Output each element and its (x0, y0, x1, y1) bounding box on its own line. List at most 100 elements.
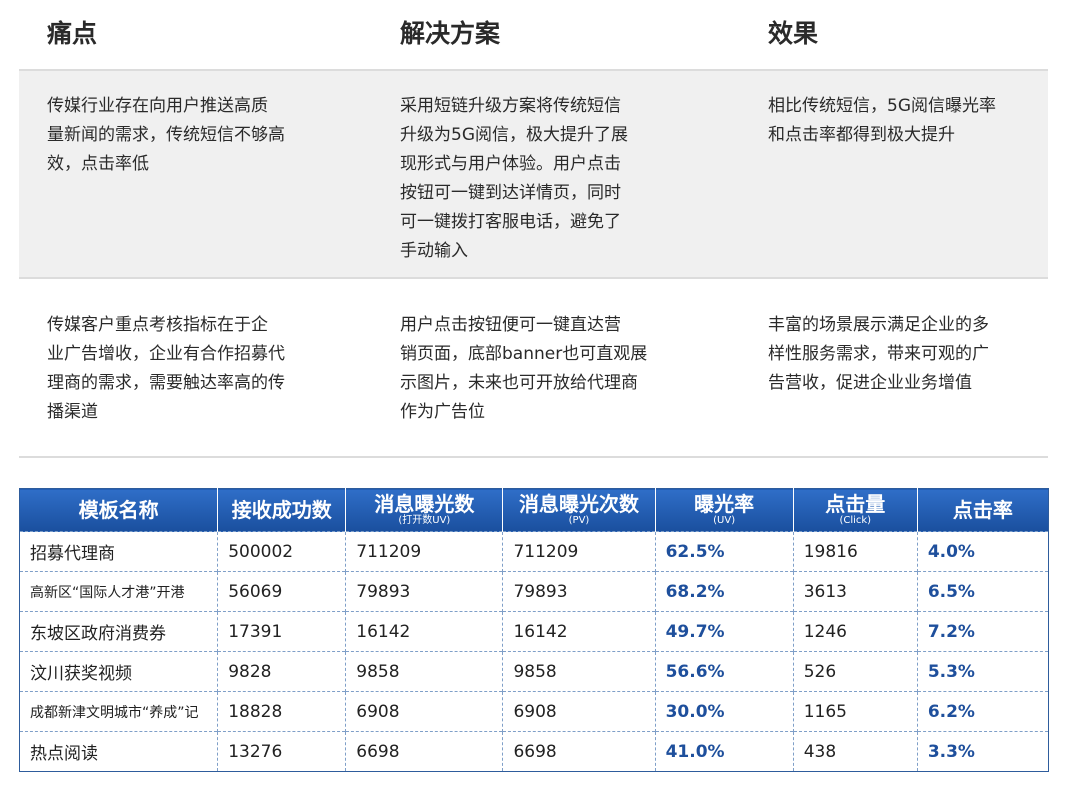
template-name: 东坡区政府消费券 (19, 611, 218, 652)
exposure-pv: 6698 (502, 731, 656, 772)
row-1-pain: 传媒行业存在向用户推送高质 量新闻的需求，传统短信不够高 效，点击率低 (47, 92, 377, 179)
column-header-exposure-pv: 消息曝光次数 (PV) (502, 488, 656, 532)
table-header-row: 模板名称 接收成功数 消息曝光数 (打开数UV) 消息曝光次数 (PV) 曝光率… (19, 488, 1049, 532)
exposure-rate: 68.2% (654, 571, 794, 612)
column-sublabel: (UV) (713, 515, 736, 526)
click-count: 3613 (792, 571, 918, 612)
text-line: 效，点击率低 (47, 154, 149, 174)
received-count: 56069 (217, 571, 346, 612)
text-line: 传媒行业存在向用户推送高质 (47, 96, 268, 116)
received-count: 18828 (217, 691, 346, 732)
template-name: 汶川获奖视频 (19, 651, 218, 692)
text-line: 播渠道 (47, 402, 98, 422)
template-name: 成都新津文明城市“养成”记 (19, 691, 218, 732)
click-count: 1165 (792, 691, 918, 732)
column-header-template-name: 模板名称 (19, 488, 218, 532)
header-divider (19, 69, 1048, 71)
column-header-received: 接收成功数 (217, 488, 346, 532)
click-count: 19816 (792, 531, 918, 572)
text-line: 销页面，底部banner也可直观展 (400, 344, 648, 364)
received-count: 17391 (217, 611, 346, 652)
section-divider (19, 456, 1048, 458)
column-sublabel: (PV) (568, 515, 590, 526)
exposure-rate: 30.0% (654, 691, 794, 732)
template-name: 高新区“国际人才港”开港 (19, 571, 218, 612)
exposure-rate: 41.0% (654, 731, 794, 772)
row-2-effect: 丰富的场景展示满足企业的多 样性服务需求，带来可观的广 告营收，促进企业业务增值 (768, 311, 1043, 398)
column-sublabel: (Click) (839, 515, 872, 526)
text-line: 量新闻的需求，传统短信不够高 (47, 125, 285, 145)
template-name: 热点阅读 (19, 731, 218, 772)
click-count: 438 (792, 731, 918, 772)
text-line: 理商的需求，需要触达率高的传 (47, 373, 285, 393)
received-count: 500002 (217, 531, 346, 572)
exposure-uv: 6698 (345, 731, 503, 772)
exposure-uv: 16142 (345, 611, 503, 652)
table-row: 成都新津文明城市“养成”记 18828 6908 6908 30.0% 1165… (19, 691, 1049, 732)
table-row: 汶川获奖视频 9828 9858 9858 56.6% 526 5.3% (19, 651, 1049, 692)
text-line: 作为广告位 (400, 402, 485, 422)
template-name: 招募代理商 (19, 531, 218, 572)
stats-table: 模板名称 接收成功数 消息曝光数 (打开数UV) 消息曝光次数 (PV) 曝光率… (19, 488, 1049, 772)
click-rate: 6.5% (916, 571, 1049, 612)
text-line: 用户点击按钮便可一键直达营 (400, 315, 621, 335)
row-1-band (19, 71, 1048, 277)
column-header-exposure-uv: 消息曝光数 (打开数UV) (345, 488, 503, 532)
column-label: 点击量 (825, 492, 886, 516)
row-2-pain: 传媒客户重点考核指标在于企 业广告增收，企业有合作招募代 理商的需求，需要触达率… (47, 311, 377, 427)
text-line: 告营收，促进企业业务增值 (768, 373, 972, 393)
click-count: 526 (792, 651, 918, 692)
exposure-pv: 16142 (502, 611, 656, 652)
text-line: 丰富的场景展示满足企业的多 (768, 315, 989, 335)
column-label: 消息曝光数 (374, 492, 475, 516)
table-row: 招募代理商 500002 711209 711209 62.5% 19816 4… (19, 531, 1049, 572)
text-line: 按钮可一键到达详情页，同时 (400, 183, 621, 203)
exposure-pv: 79893 (502, 571, 656, 612)
column-header-exposure-rate: 曝光率 (UV) (654, 488, 794, 532)
exposure-pv: 6908 (502, 691, 656, 732)
column-header-clicks: 点击量 (Click) (792, 488, 918, 532)
table-row: 高新区“国际人才港”开港 56069 79893 79893 68.2% 361… (19, 571, 1049, 612)
click-rate: 3.3% (916, 731, 1049, 772)
column-label: 模板名称 (78, 498, 159, 522)
text-line: 示图片，未来也可开放给代理商 (400, 373, 638, 393)
column-label: 接收成功数 (231, 498, 332, 522)
header-pain: 痛点 (47, 19, 98, 48)
header-effect: 效果 (768, 19, 819, 48)
table-row: 东坡区政府消费券 17391 16142 16142 49.7% 1246 7.… (19, 611, 1049, 652)
row-2-solution: 用户点击按钮便可一键直达营 销页面，底部banner也可直观展 示图片，未来也可… (400, 311, 740, 427)
exposure-rate: 56.6% (654, 651, 794, 692)
row-divider (19, 277, 1048, 279)
click-rate: 5.3% (916, 651, 1049, 692)
column-label: 曝光率 (694, 492, 755, 516)
text-line: 可一键拨打客服电话，避免了 (400, 212, 621, 232)
exposure-uv: 79893 (345, 571, 503, 612)
text-line: 现形式与用户体验。用户点击 (400, 154, 621, 174)
column-sublabel: (打开数UV) (398, 515, 451, 526)
text-line: 和点击率都得到极大提升 (768, 125, 955, 145)
exposure-pv: 711209 (502, 531, 656, 572)
received-count: 13276 (217, 731, 346, 772)
text-line: 样性服务需求，带来可观的广 (768, 344, 989, 364)
exposure-uv: 6908 (345, 691, 503, 732)
text-line: 相比传统短信，5G阅信曝光率 (768, 96, 996, 116)
received-count: 9828 (217, 651, 346, 692)
text-line: 升级为5G阅信，极大提升了展 (400, 125, 628, 145)
column-header-click-rate: 点击率 (916, 488, 1049, 532)
click-rate: 6.2% (916, 691, 1049, 732)
click-rate: 4.0% (916, 531, 1049, 572)
table-row: 热点阅读 13276 6698 6698 41.0% 438 3.3% (19, 731, 1049, 772)
text-line: 传媒客户重点考核指标在于企 (47, 315, 268, 335)
exposure-uv: 711209 (345, 531, 503, 572)
column-label: 消息曝光次数 (519, 492, 639, 516)
text-line: 手动输入 (400, 241, 468, 261)
click-rate: 7.2% (916, 611, 1049, 652)
exposure-pv: 9858 (502, 651, 656, 692)
text-line: 业广告增收，企业有合作招募代 (47, 344, 285, 364)
row-1-solution: 采用短链升级方案将传统短信 升级为5G阅信，极大提升了展 现形式与用户体验。用户… (400, 92, 740, 266)
exposure-rate: 62.5% (654, 531, 794, 572)
row-1-effect: 相比传统短信，5G阅信曝光率 和点击率都得到极大提升 (768, 92, 1043, 150)
exposure-uv: 9858 (345, 651, 503, 692)
header-solution: 解决方案 (400, 19, 501, 48)
column-label: 点击率 (952, 498, 1013, 522)
